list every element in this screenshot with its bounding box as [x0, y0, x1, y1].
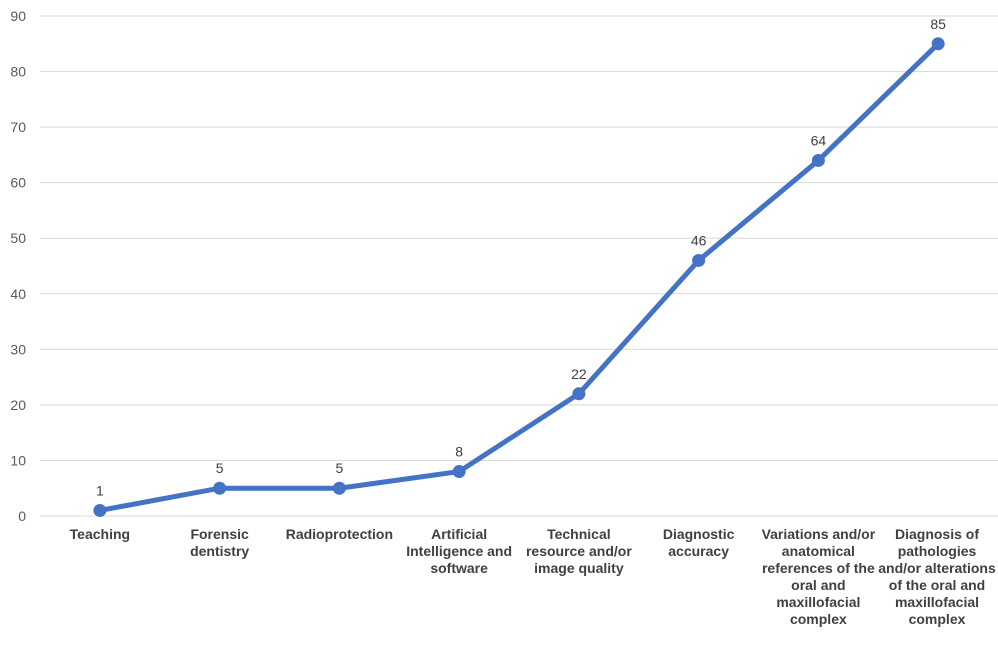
- x-category-label: Technical resource and/or image quality: [525, 526, 632, 576]
- y-tick-label: 70: [10, 119, 26, 135]
- y-tick-label: 10: [10, 452, 26, 468]
- data-label: 8: [455, 444, 463, 460]
- data-point: [811, 153, 825, 167]
- data-point: [213, 481, 227, 495]
- data-label: 22: [571, 366, 587, 382]
- data-point: [332, 481, 346, 495]
- data-point: [93, 503, 107, 517]
- y-tick-label: 50: [10, 230, 26, 246]
- y-tick-label: 40: [10, 286, 26, 302]
- data-point: [692, 253, 706, 267]
- y-tick-label: 30: [10, 341, 26, 357]
- data-label: 46: [691, 232, 707, 248]
- x-category-label: Diagnostic accuracy: [662, 526, 735, 559]
- y-tick-label: 80: [10, 64, 26, 80]
- data-point: [452, 465, 466, 479]
- data-label: 1: [96, 482, 104, 498]
- data-point: [572, 387, 586, 401]
- x-category-label: Radioprotection: [285, 526, 394, 542]
- x-category-label: Forensic dentistry: [190, 526, 250, 559]
- y-tick-label: 0: [18, 508, 26, 524]
- x-category-label: Teaching: [69, 526, 131, 542]
- y-tick-label: 90: [10, 8, 26, 24]
- x-category-label: Artificial Intelligence and software: [406, 526, 513, 576]
- y-tick-label: 60: [10, 175, 26, 191]
- data-point: [931, 37, 945, 51]
- data-label: 5: [216, 460, 224, 476]
- data-label: 5: [335, 460, 343, 476]
- x-category-label: Variations and/or anatomical references …: [761, 526, 876, 627]
- series-line: [97, 41, 941, 513]
- data-label: 85: [930, 16, 946, 32]
- data-label: 64: [811, 132, 827, 148]
- y-tick-label: 20: [10, 397, 26, 413]
- x-category-label: Diagnosis of pathologies and/or alterati…: [878, 526, 996, 627]
